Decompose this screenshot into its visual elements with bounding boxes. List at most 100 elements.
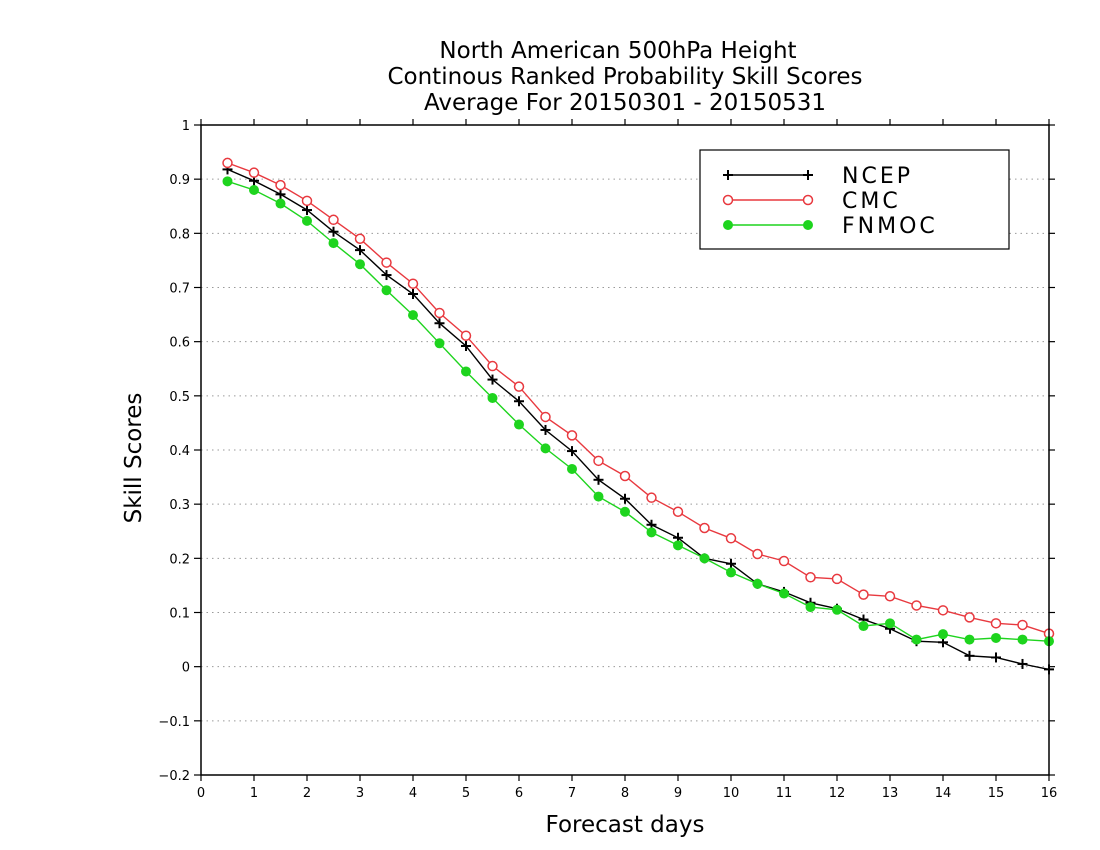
x-tick-label: 7	[568, 786, 576, 801]
legend-marker-cmc	[722, 194, 734, 206]
legend-label-cmc: CMC	[842, 189, 901, 214]
data-point-cmc	[646, 492, 657, 503]
plot-frame	[200, 124, 1050, 776]
x-tick-label: 1	[250, 786, 258, 801]
y-tick-label: 0.7	[169, 282, 190, 297]
x-tick-label: 11	[776, 786, 793, 801]
data-point-ncep	[567, 446, 577, 457]
x-tick-label: 0	[197, 786, 205, 801]
data-point-cmc	[937, 605, 949, 616]
data-point-cmc	[275, 179, 286, 191]
data-point-fnmoc	[673, 540, 683, 551]
data-point-ncep	[275, 189, 286, 200]
legend-marker-fnmoc	[723, 220, 733, 230]
x-axis-title: Forecast days	[546, 812, 705, 838]
data-point-cmc	[858, 589, 869, 600]
data-point-fnmoc	[567, 463, 577, 474]
legend-item-ncep: NCEP	[723, 164, 913, 189]
data-point-cmc	[487, 360, 498, 372]
data-point-ncep	[540, 424, 551, 435]
data-point-ncep	[514, 396, 524, 407]
data-point-ncep	[487, 374, 498, 385]
data-point-ncep	[991, 652, 1001, 663]
data-point-fnmoc	[858, 621, 869, 632]
legend-marker-fnmoc	[803, 220, 813, 230]
data-point-fnmoc	[805, 602, 816, 613]
legend-item-fnmoc: FNMOC	[723, 214, 935, 239]
x-tick-label: 5	[462, 786, 470, 801]
y-tick-label: 0.9	[169, 173, 190, 188]
data-point-fnmoc	[302, 215, 312, 226]
y-tick-label: 0.2	[169, 552, 190, 567]
data-point-ncep	[620, 493, 630, 504]
x-tick-label: 3	[356, 786, 364, 801]
legend-label-ncep: NCEP	[842, 164, 913, 189]
legend-marker-ncep	[723, 170, 733, 180]
x-tick-label: 2	[303, 786, 311, 801]
data-point-fnmoc	[1017, 634, 1028, 645]
data-point-cmc	[381, 257, 392, 268]
y-tick-label: 0.8	[169, 227, 190, 242]
data-point-cmc	[566, 430, 578, 441]
legend-marker-cmc	[802, 194, 814, 206]
y-tick-label: 0	[182, 661, 190, 676]
series-layer	[222, 157, 1055, 675]
x-tick-label: 4	[409, 786, 417, 801]
y-tick-label: 0.1	[169, 607, 190, 622]
x-tick-label: 6	[515, 786, 523, 801]
data-point-fnmoc	[832, 604, 842, 615]
data-point-ncep	[593, 474, 604, 485]
data-point-fnmoc	[222, 176, 233, 187]
data-point-fnmoc	[991, 632, 1001, 643]
data-point-fnmoc	[461, 366, 471, 377]
x-tick-label: 14	[935, 786, 952, 801]
data-point-fnmoc	[540, 443, 551, 454]
data-point-cmc	[301, 195, 313, 207]
data-point-ncep	[355, 245, 365, 256]
data-point-fnmoc	[911, 634, 922, 645]
data-point-fnmoc	[646, 527, 657, 538]
data-point-cmc	[699, 522, 710, 534]
chart-title-line-2: Continous Ranked Probability Skill Score…	[387, 64, 862, 90]
data-point-fnmoc	[355, 259, 365, 270]
y-tick-label: 0.5	[169, 390, 190, 405]
data-point-fnmoc	[885, 618, 895, 629]
series-cmc	[222, 157, 1055, 639]
data-point-cmc	[460, 330, 472, 341]
data-point-cmc	[964, 612, 975, 623]
chart-title-line-1: North American 500hPa Height	[439, 38, 796, 64]
data-point-cmc	[407, 278, 419, 289]
tick-layer: −0.2−0.100.10.20.30.40.50.60.70.80.910 1 2…	[158, 119, 1057, 801]
data-point-cmc	[884, 591, 896, 602]
data-point-cmc	[328, 214, 339, 226]
data-point-cmc	[593, 455, 604, 467]
y-tick-label: 0.4	[169, 444, 190, 459]
data-point-cmc	[911, 600, 922, 611]
x-tick-label: 13	[882, 786, 899, 801]
data-point-fnmoc	[726, 567, 736, 578]
data-point-cmc	[990, 618, 1002, 629]
data-point-fnmoc	[593, 491, 604, 502]
data-point-cmc	[672, 506, 684, 517]
y-axis-title: Skill Scores	[121, 393, 147, 524]
legend-item-cmc: CMC	[722, 189, 901, 214]
data-point-cmc	[805, 572, 816, 583]
data-point-fnmoc	[620, 506, 630, 517]
data-point-cmc	[725, 533, 737, 544]
data-point-fnmoc	[514, 419, 524, 430]
data-point-fnmoc	[487, 393, 498, 403]
data-point-ncep	[726, 558, 736, 569]
data-point-fnmoc	[408, 310, 418, 321]
data-point-cmc	[619, 470, 631, 482]
data-point-fnmoc	[275, 198, 286, 209]
x-tick-label: 10	[723, 786, 740, 801]
data-point-cmc	[752, 548, 763, 560]
y-tick-label: 0.6	[169, 336, 190, 351]
y-tick-label: −0.1	[158, 715, 190, 730]
data-point-cmc	[1017, 619, 1028, 631]
data-point-ncep	[328, 226, 339, 237]
data-point-fnmoc	[381, 285, 392, 296]
data-point-ncep	[1017, 658, 1028, 669]
